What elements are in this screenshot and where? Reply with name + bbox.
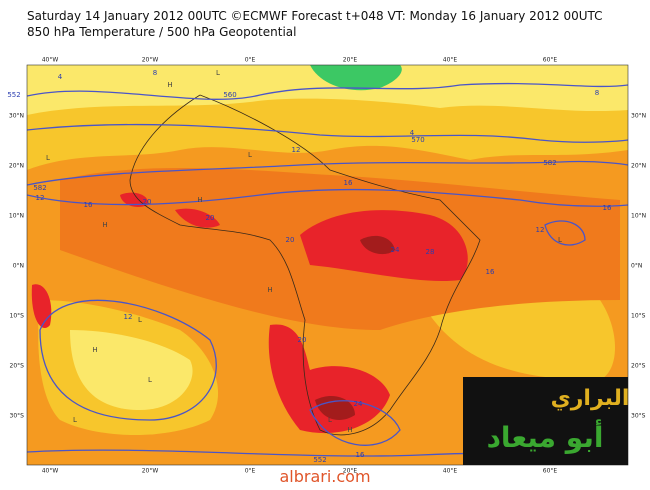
latitude-label: 20°N — [631, 163, 646, 170]
latitude-label: 10°N — [631, 213, 646, 220]
contour-label: 570 — [411, 136, 424, 144]
longitude-label: 40°E — [443, 57, 458, 64]
longitude-label: 0°E — [245, 468, 256, 475]
latitude-label: 0°N — [631, 263, 642, 270]
hot-core-south — [315, 395, 355, 420]
latitude-label: 0°N — [13, 263, 24, 270]
atlantic-cold — [70, 330, 193, 410]
contour-label: 20 — [298, 336, 307, 344]
hot-blob-sahel — [120, 192, 149, 207]
contour-label: 12 — [36, 194, 45, 202]
latitude-label: 20°S — [10, 363, 25, 370]
hot-blob-guinea — [175, 208, 220, 228]
contour-label: 4 — [410, 129, 415, 137]
watermark-line2: أبو ميعاد — [487, 419, 604, 454]
map-frame — [26, 64, 629, 466]
pressure-center: H — [197, 196, 202, 204]
contour — [27, 123, 628, 143]
contour-label: 4 — [58, 73, 63, 81]
contour-label: 12 — [536, 226, 545, 234]
pressure-center: L — [558, 236, 562, 244]
hot-core — [360, 235, 395, 255]
contour-label: 16 — [486, 268, 495, 276]
contour-label: 16 — [603, 204, 612, 212]
contour — [27, 160, 628, 186]
longitude-label: 40°E — [443, 468, 458, 475]
pressure-center: H — [102, 221, 107, 229]
watermark-line1: البراري — [551, 386, 630, 411]
latitude-label: 20°N — [9, 163, 24, 170]
contour-label: 24 — [391, 246, 400, 254]
cold-pool — [310, 65, 402, 91]
watermark-box — [463, 377, 628, 465]
contour-label: 20 — [286, 236, 295, 244]
latitude-label: 30°N — [631, 113, 646, 120]
contour — [39, 299, 217, 421]
pressure-center: H — [167, 81, 172, 89]
contour-label: 20 — [143, 198, 152, 206]
pressure-center: L — [138, 316, 142, 324]
contour-label: 552 — [313, 456, 326, 464]
pressure-center: L — [216, 69, 220, 77]
header-line1: Saturday 14 January 2012 00UTC ©ECMWF Fo… — [27, 9, 603, 23]
contour-label: 16 — [356, 451, 365, 459]
pressure-center: H — [267, 286, 272, 294]
latitude-label: 10°S — [631, 313, 646, 320]
contour-label: 8 — [595, 89, 599, 97]
pressure-center: L — [248, 151, 252, 159]
contour-label: 12 — [124, 313, 133, 321]
contour-label: 560 — [223, 91, 236, 99]
longitude-label: 40°W — [42, 468, 59, 475]
contour-label: 8 — [153, 69, 157, 77]
pressure-center: L — [328, 416, 332, 424]
latitude-label: 30°N — [9, 113, 24, 120]
hot-blob-west — [31, 284, 52, 329]
pressure-center: L — [73, 416, 77, 424]
contour-label: 582 — [33, 184, 46, 192]
contour — [27, 188, 628, 207]
longitude-label: 20°W — [142, 468, 159, 475]
header-line2: 850 hPa Temperature / 500 hPa Geopotenti… — [27, 25, 296, 39]
latitude-label: 30°S — [10, 413, 25, 420]
longitude-label: 40°W — [42, 57, 59, 64]
pressure-center: L — [46, 154, 50, 162]
indian-cool — [420, 288, 615, 380]
latitude-label: 30°S — [631, 413, 646, 420]
latitude-label: 10°S — [10, 313, 25, 320]
contour-label: 12 — [292, 146, 301, 154]
contour-label: 20 — [206, 214, 215, 222]
longitude-label: 0°E — [245, 57, 256, 64]
map-field — [27, 65, 628, 465]
cold-band — [27, 65, 628, 115]
contour-label: 552 — [7, 91, 20, 99]
contour-label: 16 — [84, 201, 93, 209]
contour — [27, 82, 628, 100]
contour-label: 28 — [426, 248, 435, 256]
longitude-label: 20°W — [142, 57, 159, 64]
longitude-label: 20°E — [343, 57, 358, 64]
pressure-center: H — [92, 346, 97, 354]
longitude-label: 20°E — [343, 468, 358, 475]
pressure-center: L — [148, 376, 152, 384]
longitude-label: 60°E — [543, 468, 558, 475]
contour — [544, 220, 586, 246]
hot-blob-south — [268, 324, 390, 434]
footer: albrari.com — [279, 467, 370, 486]
longitude-label: 60°E — [543, 57, 558, 64]
pressure-center: H — [347, 426, 352, 434]
contour — [309, 400, 401, 446]
contour-label: 24 — [354, 400, 363, 408]
contour-label: 582 — [543, 159, 556, 167]
latitude-label: 20°S — [631, 363, 646, 370]
coastline — [129, 94, 481, 436]
labels: 40°W 40°W 20°W 20°W 0°E 0°E 20°E 20°E 40°E 40°E 60… — [7, 57, 646, 475]
latitude-label: 10°N — [9, 213, 24, 220]
contour-label: 16 — [344, 179, 353, 187]
